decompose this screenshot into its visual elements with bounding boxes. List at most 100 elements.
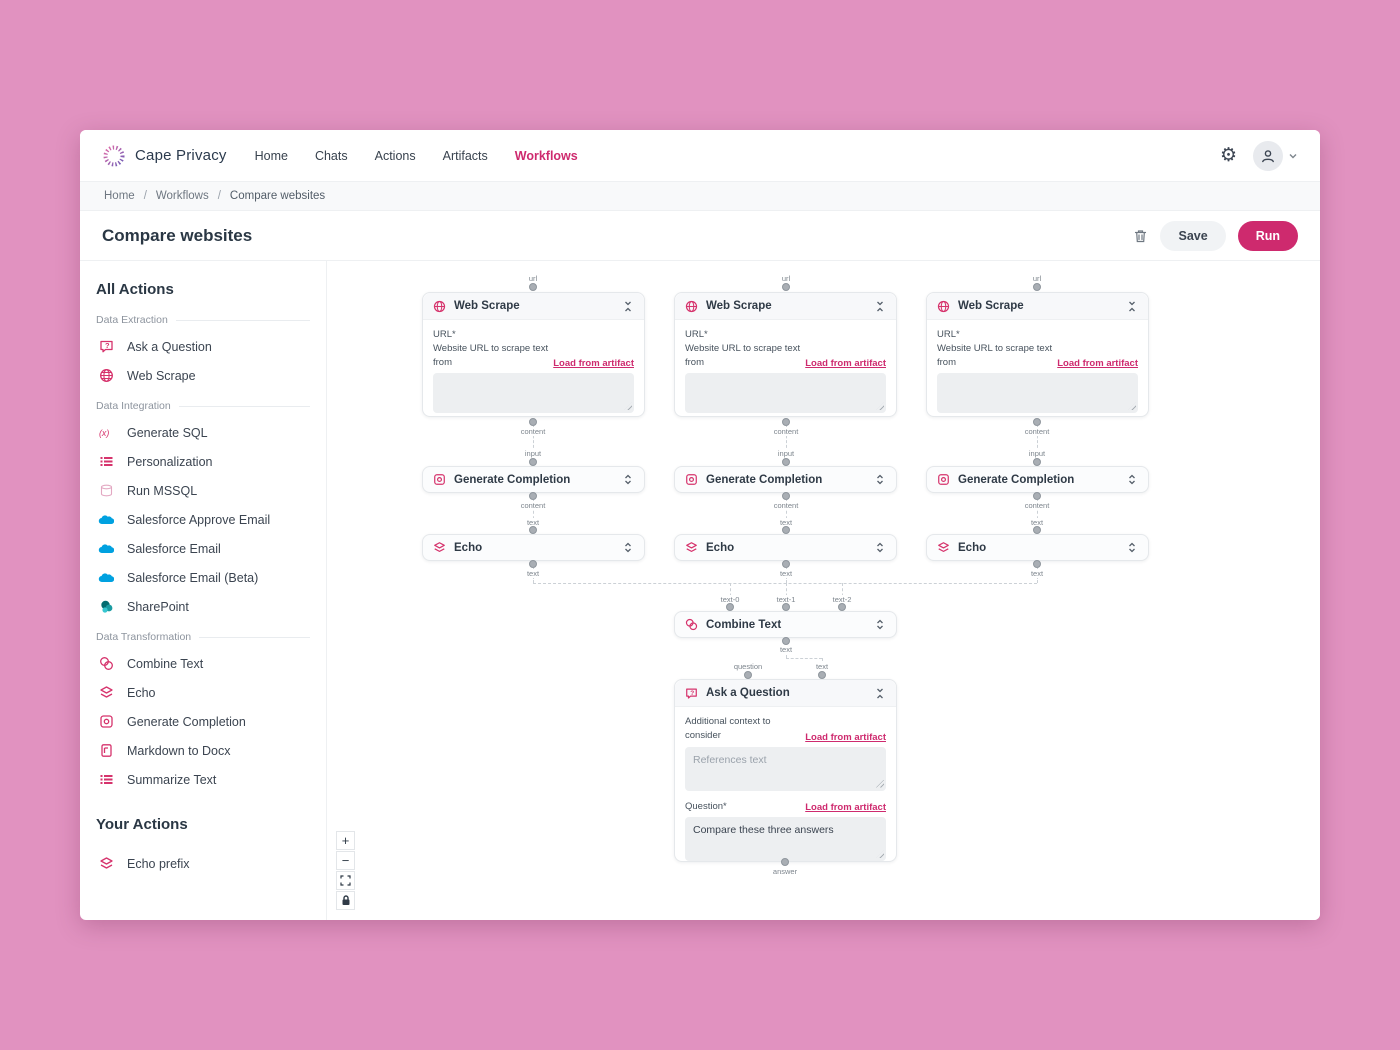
node-web-scrape-1[interactable]: Web Scrape URL* Website URL to scrape tex… — [422, 292, 645, 417]
handle-text-in[interactable] — [782, 526, 790, 534]
brand-logo[interactable]: Cape Privacy — [102, 144, 227, 168]
node-header[interactable]: Web Scrape — [675, 293, 896, 320]
node-header[interactable]: Web Scrape — [423, 293, 644, 320]
sidebar-item-generate-sql[interactable]: (x) Generate SQL — [96, 418, 310, 447]
top-nav: Cape Privacy Home Chats Actions Artifact… — [80, 130, 1320, 181]
node-echo-2[interactable]: Echo — [674, 534, 897, 561]
delete-workflow-button[interactable] — [1133, 228, 1148, 244]
nav-item-workflows[interactable]: Workflows — [514, 148, 578, 163]
sidebar-item-personalization[interactable]: Personalization — [96, 447, 310, 476]
expand-icon[interactable] — [622, 542, 634, 553]
handle-content-out[interactable] — [1033, 492, 1041, 500]
handle-answer[interactable] — [781, 858, 789, 866]
load-from-artifact-link[interactable]: Load from artifact — [1057, 358, 1138, 370]
save-button[interactable]: Save — [1160, 220, 1226, 251]
sidebar-item-run-mssql[interactable]: Run MSSQL — [96, 476, 310, 505]
handle-text-out[interactable] — [782, 560, 790, 568]
workflow-canvas[interactable]: url url url content content content inpu… — [327, 261, 1320, 920]
context-input[interactable] — [685, 746, 886, 791]
sidebar-item-sharepoint[interactable]: SharePoint — [96, 592, 310, 621]
collapse-icon[interactable] — [874, 688, 886, 699]
sidebar-item-salesforce-email[interactable]: Salesforce Email — [96, 534, 310, 563]
node-echo-3[interactable]: Echo — [926, 534, 1149, 561]
node-generate-completion-2[interactable]: Generate Completion — [674, 466, 897, 493]
expand-icon[interactable] — [1126, 474, 1138, 485]
zoom-in-button[interactable]: + — [336, 831, 355, 850]
fit-view-button[interactable] — [336, 871, 355, 890]
breadcrumb-home[interactable]: Home — [104, 190, 135, 202]
load-from-artifact-link[interactable]: Load from artifact — [805, 358, 886, 370]
nav-item-chats[interactable]: Chats — [314, 148, 348, 163]
load-from-artifact-link[interactable]: Load from artifact — [805, 731, 886, 743]
handle-content-out[interactable] — [529, 418, 537, 426]
zoom-out-button[interactable]: − — [336, 851, 355, 870]
collapse-icon[interactable] — [1126, 301, 1138, 312]
sidebar-item-salesforce-email-beta[interactable]: Salesforce Email (Beta) — [96, 563, 310, 592]
nav-item-artifacts[interactable]: Artifacts — [442, 148, 488, 163]
node-web-scrape-3[interactable]: Web Scrape URL* Website URL to scrape tex… — [926, 292, 1149, 417]
handle-label-text: text — [1028, 569, 1046, 578]
handle-label-text-2: text-2 — [830, 595, 854, 604]
node-combine-text[interactable]: Combine Text — [674, 611, 897, 638]
node-body: URL* Website URL to scrape text from Load… — [675, 320, 896, 423]
load-from-artifact-link[interactable]: Load from artifact — [553, 358, 634, 370]
node-ask-a-question[interactable]: ? Ask a Question Additional context to c… — [674, 679, 897, 862]
handle-text-in[interactable] — [529, 526, 537, 534]
sidebar-item-web-scrape[interactable]: Web Scrape — [96, 361, 310, 390]
node-header[interactable]: Web Scrape — [927, 293, 1148, 320]
node-header[interactable]: ? Ask a Question — [675, 680, 896, 707]
sidebar-item-salesforce-approve-email[interactable]: Salesforce Approve Email — [96, 505, 310, 534]
handle-question[interactable] — [744, 671, 752, 679]
handle-text-2[interactable] — [838, 603, 846, 611]
collapse-icon[interactable] — [874, 301, 886, 312]
handle-text-out[interactable] — [529, 560, 537, 568]
handle-text-out[interactable] — [1033, 560, 1041, 568]
handle-text-in[interactable] — [818, 671, 826, 679]
collapse-icon[interactable] — [622, 301, 634, 312]
url-input[interactable] — [937, 373, 1138, 414]
user-menu[interactable] — [1253, 140, 1298, 171]
handle-input[interactable] — [782, 458, 790, 466]
expand-icon[interactable] — [874, 542, 886, 553]
handle-url[interactable] — [529, 283, 537, 291]
nav-item-actions[interactable]: Actions — [374, 148, 416, 163]
sidebar-item-generate-completion[interactable]: Generate Completion — [96, 707, 310, 736]
settings-gear-icon[interactable]: ⚙ — [1219, 145, 1237, 166]
node-echo-1[interactable]: Echo — [422, 534, 645, 561]
load-from-artifact-link[interactable]: Load from artifact — [805, 802, 886, 814]
url-input[interactable] — [433, 373, 634, 414]
sidebar-item-echo[interactable]: Echo — [96, 678, 310, 707]
sidebar-item-combine-text[interactable]: Combine Text — [96, 649, 310, 678]
expand-icon[interactable] — [1126, 542, 1138, 553]
handle-content-out[interactable] — [529, 492, 537, 500]
list-icon — [98, 772, 114, 788]
handle-text-in[interactable] — [1033, 526, 1041, 534]
breadcrumb-workflows[interactable]: Workflows — [155, 190, 209, 202]
sidebar-item-echo-prefix[interactable]: Echo prefix — [96, 849, 310, 878]
handle-text-1[interactable] — [782, 603, 790, 611]
node-web-scrape-2[interactable]: Web Scrape URL* Website URL to scrape tex… — [674, 292, 897, 417]
handle-input[interactable] — [1033, 458, 1041, 466]
expand-icon[interactable] — [622, 474, 634, 485]
nav-item-home[interactable]: Home — [254, 148, 288, 163]
handle-content-out[interactable] — [1033, 418, 1041, 426]
node-generate-completion-1[interactable]: Generate Completion — [422, 466, 645, 493]
handle-content-out[interactable] — [782, 418, 790, 426]
completion-icon — [434, 474, 445, 485]
question-input[interactable]: Compare these three answers — [685, 817, 886, 862]
node-generate-completion-3[interactable]: Generate Completion — [926, 466, 1149, 493]
run-button[interactable]: Run — [1237, 220, 1298, 251]
handle-url[interactable] — [1033, 283, 1041, 291]
handle-text-out[interactable] — [782, 637, 790, 645]
handle-url[interactable] — [782, 283, 790, 291]
expand-icon[interactable] — [874, 619, 886, 630]
lock-button[interactable] — [336, 891, 355, 910]
sidebar-item-ask-a-question[interactable]: ? Ask a Question — [96, 332, 310, 361]
handle-text-0[interactable] — [726, 603, 734, 611]
sidebar-item-markdown-to-docx[interactable]: Markdown to Docx — [96, 736, 310, 765]
handle-input[interactable] — [529, 458, 537, 466]
sidebar-item-summarize-text[interactable]: Summarize Text — [96, 765, 310, 794]
url-input[interactable] — [685, 373, 886, 414]
expand-icon[interactable] — [874, 474, 886, 485]
handle-content-out[interactable] — [782, 492, 790, 500]
